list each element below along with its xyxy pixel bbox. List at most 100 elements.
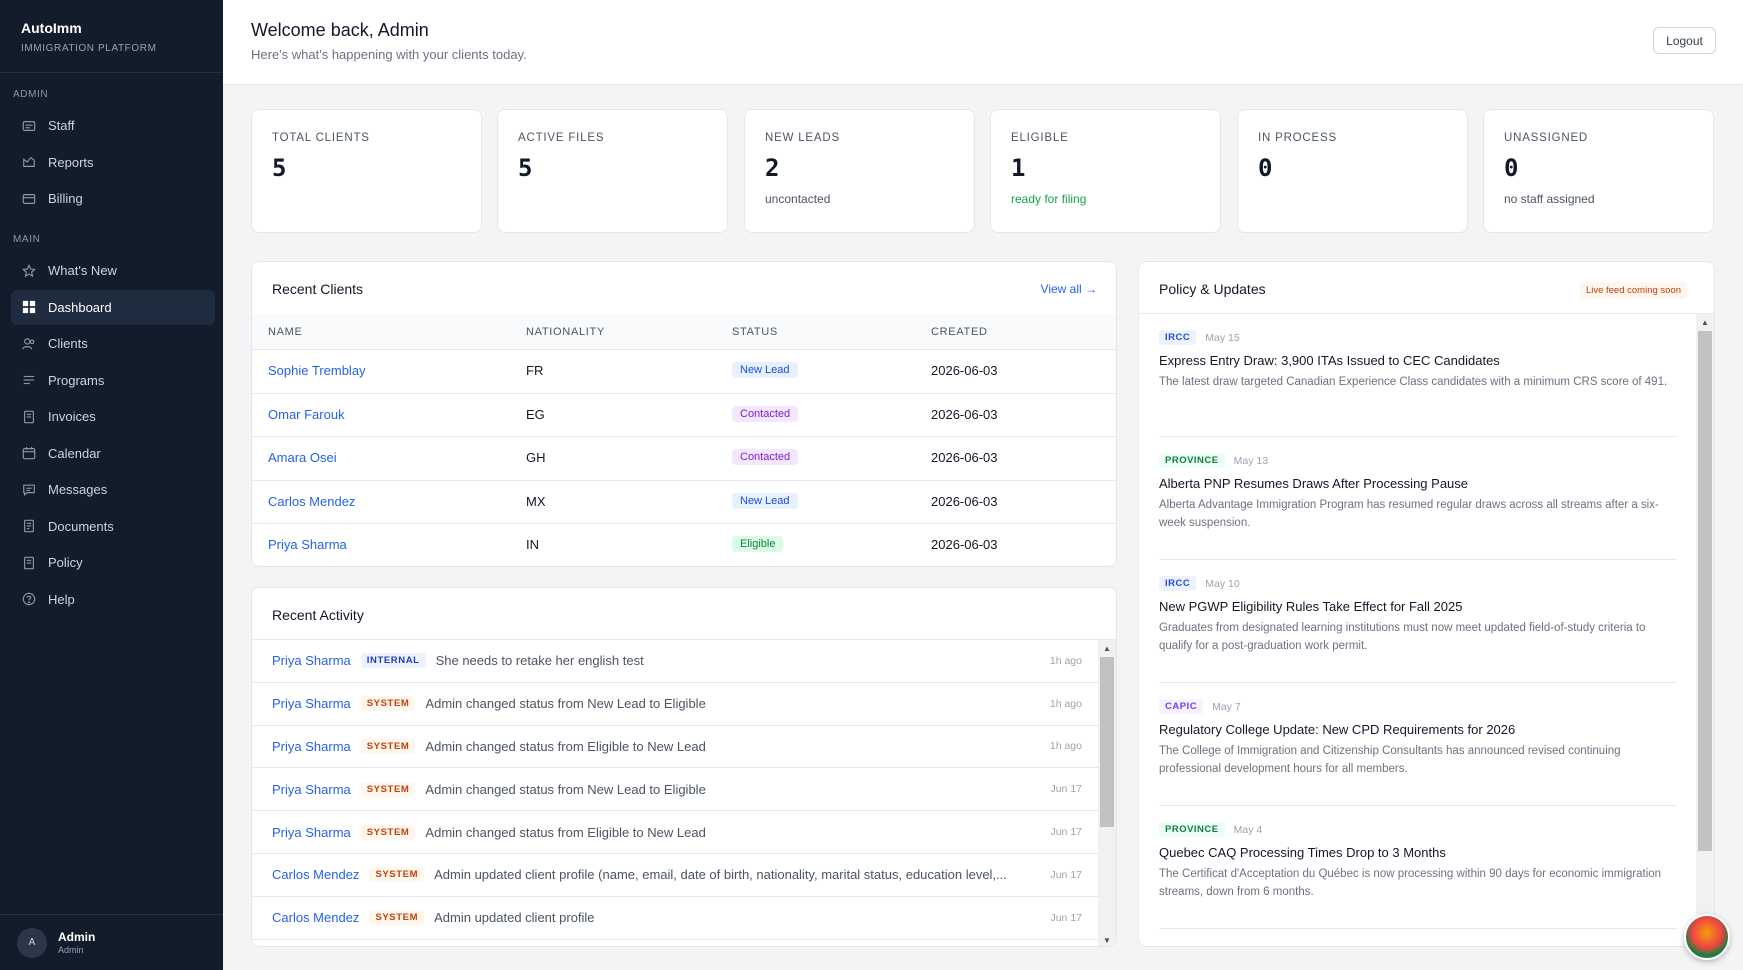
column-header-nationality[interactable]: NATIONALITY	[526, 326, 605, 338]
brand: AutoImm IMMIGRATION PLATFORM	[0, 0, 223, 73]
client-created: 2026-06-03	[931, 450, 998, 465]
activity-tag: INTERNAL	[361, 653, 426, 668]
panel-title: Recent Activity	[272, 607, 364, 623]
activity-client-link[interactable]: Priya Sharma	[272, 782, 351, 797]
sidebar-item-programs[interactable]: Programs	[11, 363, 215, 398]
activity-item[interactable]: Priya Sharma SYSTEM Admin changed status…	[252, 768, 1099, 811]
activity-scrollbar[interactable]: ▲ ▼	[1098, 640, 1116, 947]
policy-item[interactable]: IRCC May 15 Express Entry Draw: 3,900 IT…	[1159, 314, 1677, 437]
policy-tag: PROVINCE	[1159, 453, 1225, 468]
client-created: 2026-06-03	[931, 363, 998, 378]
sidebar-item-label: Invoices	[48, 409, 96, 424]
stat-label: IN PROCESS	[1258, 132, 1447, 144]
status-badge: Eligible	[732, 536, 783, 552]
policy-updates-panel: Policy & Updates Live feed coming soon I…	[1138, 261, 1715, 947]
status-badge: New Lead	[732, 362, 798, 378]
dashboard-icon	[22, 300, 36, 314]
scroll-up-icon[interactable]: ▲	[1098, 640, 1116, 656]
scroll-down-icon[interactable]: ▼	[1098, 932, 1116, 947]
column-header-created[interactable]: CREATED	[931, 326, 988, 338]
client-name-link[interactable]: Amara Osei	[268, 450, 337, 465]
sidebar-item-calendar[interactable]: Calendar	[11, 436, 215, 471]
sidebar-item-documents[interactable]: Documents	[11, 509, 215, 544]
table-row[interactable]: Amara Osei GH Contacted 2026-06-03	[252, 437, 1116, 481]
user-profile[interactable]: A Admin Admin	[0, 914, 223, 970]
star-icon	[22, 264, 36, 278]
assistant-launcher-icon[interactable]	[1684, 914, 1730, 960]
section-label-main: MAIN	[0, 234, 53, 245]
sidebar-item-messages[interactable]: Messages	[11, 472, 215, 507]
client-name-link[interactable]: Omar Farouk	[268, 407, 345, 422]
stat-label: ACTIVE FILES	[518, 132, 707, 144]
activity-client-link[interactable]: Priya Sharma	[272, 739, 351, 754]
sidebar-item-label: Staff	[48, 118, 75, 133]
sidebar-item-dashboard[interactable]: Dashboard	[11, 290, 215, 325]
client-name-link[interactable]: Sophie Tremblay	[268, 363, 366, 378]
calendar-icon	[22, 446, 36, 460]
policy-title[interactable]: Quebec CAQ Processing Times Drop to 3 Mo…	[1159, 845, 1677, 860]
stat-card-total-clients: TOTAL CLIENTS 5	[251, 109, 482, 233]
policy-meta: PROVINCE May 4	[1159, 822, 1677, 837]
policy-scrollbar[interactable]: ▲	[1696, 314, 1714, 944]
policy-title[interactable]: Alberta PNP Resumes Draws After Processi…	[1159, 476, 1677, 491]
policy-icon	[22, 556, 36, 570]
activity-item[interactable]: Priya Sharma SYSTEM Admin changed status…	[252, 726, 1099, 769]
policy-date: May 10	[1205, 578, 1239, 590]
table-row[interactable]: Carlos Mendez MX New Lead 2026-06-03	[252, 481, 1116, 525]
policy-title[interactable]: New PGWP Eligibility Rules Take Effect f…	[1159, 599, 1677, 614]
sidebar-item-help[interactable]: Help	[11, 582, 215, 617]
policy-title[interactable]: Express Entry Draw: 3,900 ITAs Issued to…	[1159, 353, 1677, 368]
client-name-link[interactable]: Priya Sharma	[268, 537, 347, 552]
activity-client-link[interactable]: Priya Sharma	[272, 653, 351, 668]
column-header-status[interactable]: STATUS	[732, 326, 778, 338]
activity-item[interactable]: Priya Sharma SYSTEM Admin changed status…	[252, 683, 1099, 726]
policy-tag: IRCC	[1159, 576, 1196, 591]
sidebar-item-clients[interactable]: Clients	[11, 326, 215, 361]
policy-item[interactable]: CAPIC May 7 Regulatory College Update: N…	[1159, 683, 1677, 806]
section-label-admin: ADMIN	[0, 89, 61, 100]
scroll-up-icon[interactable]: ▲	[1696, 314, 1714, 330]
activity-client-link[interactable]: Carlos Mendez	[272, 867, 359, 882]
policy-date: May 15	[1205, 332, 1239, 344]
activity-item[interactable]: Priya Sharma SYSTEM Admin changed status…	[252, 811, 1099, 854]
column-header-name[interactable]: NAME	[268, 326, 303, 338]
policy-title[interactable]: Regulatory College Update: New CPD Requi…	[1159, 722, 1677, 737]
activity-item[interactable]: Carlos Mendez SYSTEM Admin updated clien…	[252, 854, 1099, 897]
policy-item[interactable]: PROVINCE May 13 Alberta PNP Resumes Draw…	[1159, 437, 1677, 560]
policy-meta: CAPIC May 7	[1159, 699, 1677, 714]
sidebar-item-reports[interactable]: Reports	[11, 145, 215, 180]
view-all-link[interactable]: View all →	[1041, 282, 1097, 296]
policy-item[interactable]: PROVINCE May 4 Quebec CAQ Processing Tim…	[1159, 806, 1677, 929]
table-row[interactable]: Sophie Tremblay FR New Lead 2026-06-03	[252, 350, 1116, 394]
logout-button[interactable]: Logout	[1653, 27, 1716, 54]
policy-list: IRCC May 15 Express Entry Draw: 3,900 IT…	[1139, 314, 1698, 929]
activity-client-link[interactable]: Carlos Mendez	[272, 910, 359, 925]
stat-value: 2	[765, 154, 954, 182]
activity-item[interactable]: Priya Sharma INTERNAL She needs to retak…	[252, 640, 1099, 683]
policy-item[interactable]: IRCC May 10 New PGWP Eligibility Rules T…	[1159, 560, 1677, 683]
activity-time: Jun 17	[1050, 869, 1082, 881]
activity-client-link[interactable]: Priya Sharma	[272, 825, 351, 840]
status-badge: New Lead	[732, 493, 798, 509]
table-row[interactable]: Priya Sharma IN Eligible 2026-06-03	[252, 524, 1116, 567]
staff-icon	[22, 119, 36, 133]
activity-text: Admin updated client profile (name, emai…	[434, 867, 1007, 882]
sidebar-item-whats-new[interactable]: What's New	[11, 253, 215, 288]
sidebar-item-invoices[interactable]: Invoices	[11, 399, 215, 434]
sidebar-item-label: Reports	[48, 155, 94, 170]
sidebar-item-billing[interactable]: Billing	[11, 181, 215, 216]
sidebar-item-policy[interactable]: Policy	[11, 545, 215, 580]
scrollbar-thumb[interactable]	[1100, 657, 1114, 827]
client-nationality: GH	[526, 450, 546, 465]
sidebar-item-staff[interactable]: Staff	[11, 108, 215, 143]
page-subtitle: Here's what's happening with your client…	[251, 47, 527, 62]
activity-item[interactable]: Carlos Mendez SYSTEM Admin updated clien…	[252, 897, 1099, 940]
stat-label: NEW LEADS	[765, 132, 954, 144]
stat-label: TOTAL CLIENTS	[272, 132, 461, 144]
scrollbar-thumb[interactable]	[1698, 331, 1712, 851]
app-subtitle: IMMIGRATION PLATFORM	[21, 43, 202, 54]
activity-client-link[interactable]: Priya Sharma	[272, 696, 351, 711]
client-name-link[interactable]: Carlos Mendez	[268, 494, 355, 509]
activity-tag: SYSTEM	[361, 782, 416, 797]
table-row[interactable]: Omar Farouk EG Contacted 2026-06-03	[252, 394, 1116, 438]
